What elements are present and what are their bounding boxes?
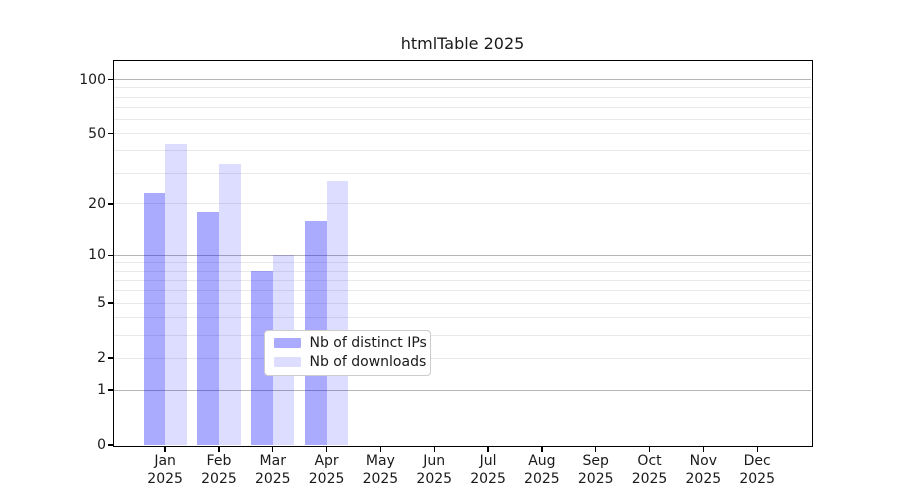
chart-title: htmlTable 2025 [400,34,525,53]
gridline-major [114,254,811,256]
x-tick-label-mar: Mar 2025 [233,453,313,488]
x-tick-mark [756,446,758,452]
x-tick-month: Dec [743,453,771,469]
x-tick-month: Feb [206,453,232,469]
gridline-minor [114,262,811,264]
x-tick-year: 2025 [524,470,560,487]
gridline-major [114,79,811,81]
y-tick-mark [108,254,113,256]
legend-label-distinct-ips: Nb of distinct IPs [309,335,427,351]
x-tick-month: May [365,453,395,469]
gridline-minor [114,107,811,108]
x-tick-label-dec: Dec 2025 [717,453,797,488]
y-tick-mark [108,78,113,81]
x-tick-mark [487,446,489,452]
x-tick-label-oct: Oct 2025 [610,453,690,488]
y-tick-label-2: 2 [97,350,106,367]
x-tick-mark [433,446,435,452]
bar-downloads-apr [326,181,349,445]
bar-distinct-ips-mar [251,271,273,445]
legend-item-downloads: Nb of downloads [273,354,430,370]
y-tick-mark [108,357,113,359]
x-tick-label-jul: Jul 2025 [448,453,528,488]
x-tick-label-apr: Apr 2025 [287,453,367,488]
x-tick-mark [541,446,543,452]
x-tick-month: Oct [637,453,662,469]
gridline-minor [114,150,811,152]
legend-swatch-downloads [273,357,301,367]
x-tick-year: 2025 [685,470,722,487]
x-tick-year: 2025 [254,470,291,487]
gridline-minor [114,279,811,281]
y-tick-label-100: 100 [79,71,106,88]
x-tick-mark [648,446,651,452]
gridline-minor [114,317,811,319]
x-tick-year: 2025 [416,470,453,487]
legend-label-downloads: Nb of downloads [309,354,427,370]
x-tick-month: Jul [479,453,497,469]
x-tick-year: 2025 [739,470,775,487]
x-tick-mark [379,446,382,452]
x-tick-label-nov: Nov 2025 [663,453,743,488]
legend: Nb of distinct IPs Nb of downloads [263,329,431,376]
gridline-minor [114,87,811,89]
x-tick-mark [595,446,597,452]
x-tick-month: Mar [259,453,286,469]
gridline-minor [114,133,811,135]
x-tick-label-jun: Jun 2025 [394,453,474,488]
y-tick-mark [108,444,113,446]
y-tick-label-0: 0 [97,437,106,453]
y-tick-label-50: 50 [88,125,106,142]
x-tick-year: 2025 [631,470,668,487]
legend-item-distinct-ips: Nb of distinct IPs [273,335,430,351]
gridline-minor [114,357,811,359]
gridline-minor [114,290,811,292]
y-tick-label-5: 5 [97,295,106,312]
x-tick-label-may: May 2025 [340,453,420,488]
x-tick-year: 2025 [470,470,506,487]
x-tick-month: Nov [689,453,717,469]
gridline-minor [114,203,811,205]
x-tick-mark [272,446,274,452]
y-tick-mark [108,203,113,205]
gridline-minor [114,270,811,272]
x-tick-mark [218,446,220,452]
x-tick-year: 2025 [577,470,614,487]
x-tick-month: Aug [528,453,556,469]
legend-swatch-distinct-ips [273,338,301,348]
x-tick-year: 2025 [362,470,399,487]
x-tick-year: 2025 [147,470,183,487]
x-tick-label-aug: Aug 2025 [502,453,582,488]
gridline-minor [114,334,811,336]
x-tick-month: Apr [314,453,339,469]
gridline-major [114,389,811,391]
y-tick-mark [108,302,113,304]
x-tick-mark [164,446,166,452]
plot-area [114,61,811,445]
x-tick-month: Jun [423,453,446,469]
y-tick-mark [108,389,113,391]
y-tick-label-1: 1 [97,382,106,399]
x-tick-label-sep: Sep 2025 [556,453,636,488]
x-tick-month: Sep [582,453,609,469]
gridline-minor [114,96,811,98]
gridline-minor [114,119,811,121]
bar-downloads-feb [218,163,241,445]
x-tick-month: Jan [154,453,176,469]
y-tick-label-10: 10 [88,247,106,264]
gridline-minor [114,172,811,174]
bar-distinct-ips-jan [143,193,166,445]
y-tick-mark [108,133,113,135]
x-tick-label-jan: Jan 2025 [125,453,205,488]
gridline-minor [114,302,811,304]
x-tick-mark [702,446,704,452]
y-tick-label-20: 20 [88,195,106,212]
x-tick-year: 2025 [201,470,237,487]
x-tick-year: 2025 [308,470,345,487]
x-tick-mark [325,446,328,452]
bar-distinct-ips-feb [197,211,219,445]
x-tick-label-feb: Feb 2025 [179,453,259,488]
bar-downloads-jan [165,143,187,445]
